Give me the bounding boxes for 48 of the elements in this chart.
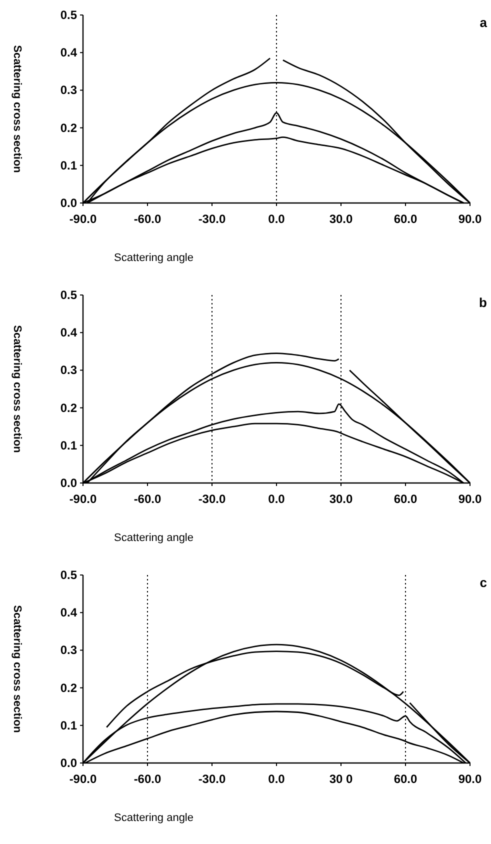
x-tick-label: -60.0	[134, 212, 162, 226]
x-tick-label: 0.0	[268, 772, 286, 786]
y-tick-label: 0.3	[60, 643, 78, 658]
chart-title: a	[480, 15, 488, 30]
y-tick-label: 0.1	[60, 158, 78, 172]
x-axis-title: Scattering angle	[114, 252, 194, 264]
x-tick-label: 30.0	[329, 212, 353, 226]
x-axis-title: Scattering angle	[114, 812, 194, 824]
x-tick-label: 0.0	[268, 492, 286, 506]
chart-title: b	[479, 295, 488, 310]
y-tick-label: 0.5	[60, 568, 78, 582]
x-tick-label: 30 0	[329, 772, 353, 786]
x-axis-title: Scattering angle	[114, 532, 194, 544]
x-tick-label: -30.0	[198, 492, 226, 506]
y-tick-label: 0.0	[60, 756, 78, 770]
chart-title: c	[480, 575, 487, 590]
y-tick-label: 0.5	[60, 288, 78, 302]
y-tick-label: 0.2	[60, 120, 78, 135]
x-tick-label: 30.0	[329, 492, 353, 506]
y-tick-label: 0.4	[60, 326, 78, 340]
x-tick-label: -30.0	[198, 212, 226, 226]
y-tick-label: 0.2	[60, 400, 78, 415]
x-tick-label: 60.0	[394, 492, 418, 506]
x-tick-label: -90.0	[69, 772, 97, 786]
x-tick-label: -60.0	[134, 772, 162, 786]
y-tick-label: 0.3	[60, 83, 78, 98]
x-tick-label: 60.0	[394, 212, 418, 226]
x-tick-label: 0.0	[268, 212, 286, 226]
y-tick-label: 0.0	[60, 196, 78, 210]
y-axis-title: Scattering cross section	[11, 325, 23, 454]
x-tick-label: -60.0	[134, 492, 162, 506]
y-tick-label: 0.5	[60, 8, 78, 22]
x-tick-label: -90.0	[69, 492, 97, 506]
y-tick-label: 0.1	[60, 718, 78, 732]
y-axis-title: Scattering cross section	[11, 605, 23, 734]
x-tick-label: -90.0	[69, 212, 97, 226]
x-tick-label: 90.0	[458, 772, 482, 786]
y-tick-label: 0.4	[60, 606, 78, 620]
y-tick-label: 0.4	[60, 46, 78, 60]
y-tick-label: 0.3	[60, 363, 78, 378]
x-tick-label: 60.0	[394, 772, 418, 786]
y-tick-label: 0.1	[60, 438, 78, 452]
y-tick-label: 0.0	[60, 476, 78, 490]
y-tick-label: 0.2	[60, 680, 78, 695]
x-tick-label: -30.0	[198, 772, 226, 786]
x-tick-label: 90.0	[458, 492, 482, 506]
y-axis-title: Scattering cross section	[11, 45, 23, 174]
x-tick-label: 90.0	[458, 212, 482, 226]
